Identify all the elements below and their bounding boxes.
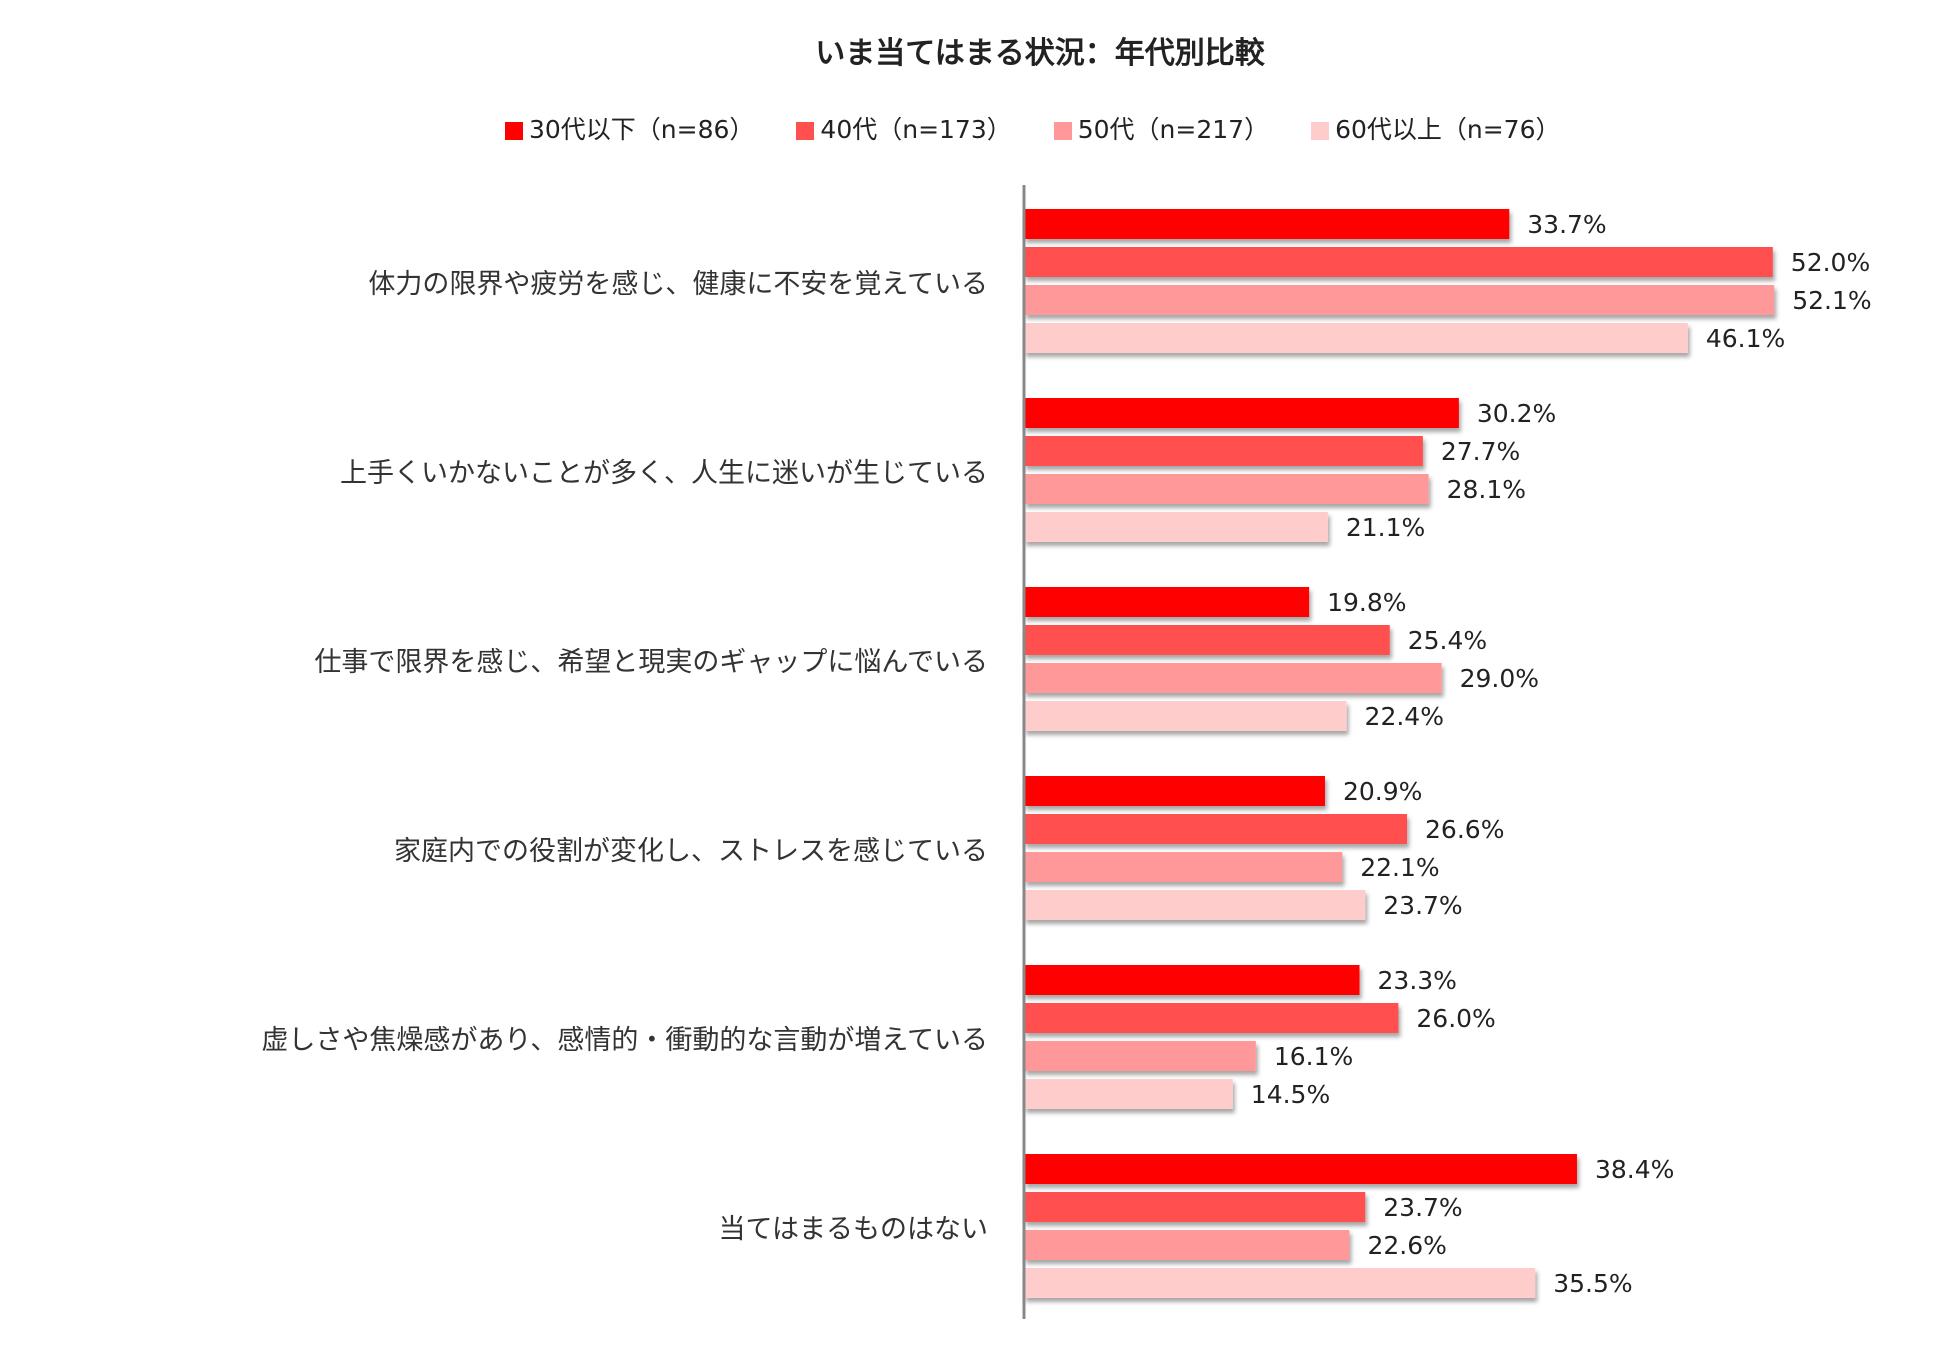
bar [1024,663,1442,693]
bar [1024,1003,1399,1033]
legend-label: 50代（n=217） [1077,115,1270,144]
category-label: 家庭内での役割が変化し、ストレスを感じている [394,836,988,867]
value-label: 20.9% [1343,777,1422,806]
legend-label: 30代以下（n=86） [529,115,755,144]
legend-swatch [505,122,523,140]
bar [1024,814,1408,844]
bar [1024,1230,1350,1260]
bar [1024,965,1360,995]
bar [1024,701,1347,731]
value-label: 33.7% [1527,210,1606,239]
bar [1024,1041,1256,1071]
bar [1024,890,1366,920]
bar [1024,1192,1366,1222]
bar [1024,1154,1577,1184]
bar [1024,1268,1536,1298]
bar [1024,323,1688,353]
value-label: 22.4% [1365,702,1444,731]
value-label: 35.5% [1553,1269,1632,1298]
legend-label: 40代（n=173） [820,115,1012,144]
value-label: 22.1% [1360,853,1439,882]
bar [1024,1079,1233,1109]
value-label: 30.2% [1477,399,1556,428]
value-label: 26.6% [1425,815,1504,844]
value-label: 29.0% [1460,664,1539,693]
legend-item: 50代（n=217） [1053,110,1270,146]
legend-item: 60代以上（n=76） [1311,110,1561,146]
category-label: 虚しさや焦燥感があり、感情的・衝動的な言動が増えている [261,1025,988,1056]
bar [1024,436,1423,466]
value-label: 16.1% [1274,1042,1353,1071]
legend-label: 60代以上（n=76） [1335,115,1561,144]
value-label: 28.1% [1447,475,1526,504]
bar [1024,474,1429,504]
bar [1024,512,1328,542]
value-label: 52.1% [1792,286,1871,315]
category-label: 仕事で限界を感じ、希望と現実のギャップに悩んでいる [314,647,988,678]
legend-swatch [1311,122,1330,140]
value-label: 38.4% [1595,1155,1674,1184]
value-label: 23.3% [1378,966,1457,995]
value-label: 25.4% [1408,626,1487,655]
value-label: 26.0% [1416,1004,1495,1033]
bar [1024,398,1459,428]
legend-item: 30代以下（n=86） [505,110,754,146]
bar [1024,625,1390,655]
value-label: 14.5% [1251,1080,1330,1109]
value-label: 46.1% [1706,324,1785,353]
value-label: 21.1% [1346,513,1425,542]
value-label: 23.7% [1383,891,1462,920]
chart-title: いま当てはまる状況：年代別比較 [815,36,1265,71]
category-label: 当てはまるものはない [719,1214,988,1245]
bar [1024,776,1325,806]
bar [1024,209,1510,239]
bar [1024,247,1773,277]
bar [1024,285,1775,315]
legend: 30代以下（n=86） 40代（n=173） 50代（n=217） 60代以上（n=7… [505,110,1561,146]
category-label: 上手くいかないことが多く、人生に迷いが生じている [340,458,988,489]
legend-swatch [796,122,815,140]
legend-swatch [1053,122,1072,140]
bar [1024,852,1343,882]
value-label: 19.8% [1327,588,1406,617]
bar [1024,587,1310,617]
category-label: 体力の限界や疲労を感じ、健康に不安を覚えている [368,269,988,300]
value-label: 52.0% [1791,248,1870,277]
legend-item: 40代（n=173） [796,110,1012,146]
value-label: 23.7% [1383,1193,1462,1222]
value-label: 27.7% [1441,437,1520,466]
value-label: 22.6% [1367,1231,1446,1260]
